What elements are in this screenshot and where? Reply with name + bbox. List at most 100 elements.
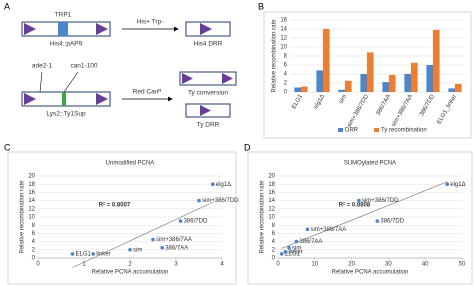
x-tick-label: elg1Δ: [313, 94, 326, 110]
y-tick-label: 16: [280, 18, 287, 24]
point-label: sim+386/7AA: [156, 237, 192, 243]
point: [445, 182, 450, 186]
y-tick-label: 10: [28, 215, 35, 221]
y-tick-label: 8: [32, 223, 36, 229]
x-tick-label: ELG1_linker: [436, 94, 458, 126]
y-tick-label: 6: [272, 231, 276, 237]
y-axis-label: Relative recombination rate: [20, 180, 26, 254]
label: Red Canᴿ: [133, 89, 162, 96]
bar: [455, 83, 462, 92]
point-label: sim+386/7DD: [362, 198, 399, 204]
label: His+ Trp-: [137, 19, 164, 26]
bar: [382, 82, 389, 92]
point: [294, 239, 299, 244]
legend-swatch: [338, 128, 343, 132]
y-tick-label: 0: [272, 256, 276, 262]
y-tick-label: 16: [28, 190, 35, 196]
x-tick-label: 3: [174, 262, 178, 268]
annotation: R² = 0.8808: [339, 201, 371, 208]
label: Ty conversion: [188, 90, 228, 97]
ltr: [222, 73, 233, 84]
y-tick-label: 20: [268, 174, 275, 180]
chart-frame: [263, 11, 472, 139]
trp1-marker: [58, 22, 68, 36]
panel-label: B: [258, 1, 264, 11]
point: [287, 245, 291, 250]
y-tick-label: 20: [28, 174, 35, 180]
point: [283, 250, 288, 254]
ltr: [24, 93, 36, 105]
chart-title: Unmodified PCNA: [106, 161, 155, 167]
point-label: ELG1: [285, 251, 301, 257]
point-label: 386/7AA: [165, 245, 188, 251]
point-label: linker: [288, 249, 302, 255]
y-tick-label: 0: [284, 90, 288, 96]
y-tick-label: 2: [32, 247, 36, 253]
x-axis-label: Relative PCNA accumulation: [332, 270, 409, 276]
point: [160, 245, 164, 250]
ltr: [96, 93, 108, 105]
label: Ty DRR: [197, 122, 220, 129]
chart-frame: [247, 151, 473, 285]
point: [178, 219, 183, 223]
x-tick-label: 50: [459, 262, 466, 268]
y-tick-label: 4: [272, 239, 276, 245]
legend-label: Ty recombination: [381, 128, 427, 134]
y-tick-label: 18: [268, 182, 275, 188]
x-tick-label: 10: [311, 262, 318, 268]
pointer: [39, 71, 43, 93]
point-label: 386/7AA: [299, 239, 322, 245]
panel-label: C: [4, 142, 11, 152]
legend-label: DRR: [345, 128, 359, 134]
bar: [301, 86, 308, 92]
bar: [345, 80, 352, 92]
point-label: ELG1: [76, 251, 92, 257]
x-tick-label: 20: [348, 262, 355, 268]
y-tick-label: 18: [28, 182, 35, 188]
x-tick-label: 4: [220, 262, 224, 268]
pointer: [63, 71, 79, 93]
point: [70, 252, 75, 256]
annotation: R² = 0.8007: [99, 201, 131, 208]
ltr: [200, 105, 211, 116]
point: [151, 237, 155, 242]
point: [305, 227, 310, 232]
ltr: [24, 23, 36, 35]
y-tick-label: 10: [268, 215, 275, 221]
y-tick-label: 8: [284, 54, 288, 60]
x-tick-label: sim+386/7AA: [391, 94, 414, 128]
bar: [360, 74, 367, 92]
x-tick-label: sim: [338, 94, 348, 105]
trendline: [72, 202, 213, 268]
x-tick-label: 386/7AA: [375, 94, 392, 117]
chart-frame: [7, 151, 237, 285]
label: ade2-1: [32, 63, 53, 70]
point: [279, 252, 284, 256]
y-tick-label: 14: [268, 198, 275, 204]
point-label: linker: [96, 251, 110, 257]
label: His4 DRR: [194, 41, 223, 48]
x-tick-label: 0: [276, 262, 280, 268]
y-tick-label: 14: [280, 27, 287, 33]
point: [128, 248, 132, 252]
bar: [404, 74, 411, 92]
point-label: elg1Δ: [216, 182, 231, 188]
y-tick-label: 16: [268, 190, 275, 196]
y-tick-label: 4: [32, 239, 36, 245]
y-tick-label: 6: [284, 63, 288, 69]
x-tick-label: 1: [82, 262, 86, 268]
ltr: [96, 23, 108, 35]
label: Lys2::Ty1Sup: [46, 111, 86, 118]
bar: [433, 29, 440, 92]
point-label: sim: [133, 247, 142, 253]
bar: [411, 62, 418, 92]
legend-swatch: [374, 128, 379, 132]
point-label: elg1Δ: [450, 182, 465, 188]
sup-marker: [62, 92, 66, 106]
y-axis-label: Relative recombination rate: [260, 180, 266, 254]
y-tick-label: 2: [284, 81, 288, 87]
chart-title: SUMOylated PCNA: [344, 161, 396, 167]
y-tick-label: 14: [28, 198, 35, 204]
panel-label: D: [244, 142, 251, 152]
